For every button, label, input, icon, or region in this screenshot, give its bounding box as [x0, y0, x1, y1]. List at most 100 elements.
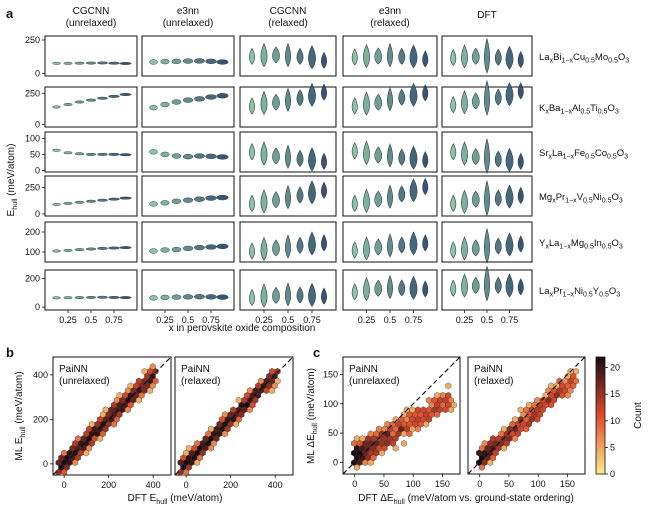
panel-c-1-hex-82 [573, 367, 579, 375]
violin-r1-c2-x5 [307, 82, 317, 107]
panel-c-1-hex-49 [539, 406, 546, 414]
panel-a-ylabel: Ehull (meV/atom) [6, 144, 19, 217]
panel-b-1-hex-44 [216, 430, 223, 438]
panel-a-xlabel: x in perovskite oxide composition [169, 323, 316, 334]
panel-b-0-xtick-label-2: 400 [146, 480, 161, 490]
violin-r1-c2-x0 [248, 97, 256, 115]
violin-r2-c2-x1 [260, 141, 268, 166]
row-0-ytick-label-1: 250 [25, 35, 40, 45]
violin-r4-c3-x5 [409, 231, 418, 256]
panel-c-0-hex-76 [359, 435, 366, 443]
violin-r4-c2-x3 [284, 234, 292, 259]
panel-b-0-hex-75 [138, 391, 145, 399]
violin-r3-c3-x3 [386, 184, 394, 209]
violin-r0-c4-x4 [494, 48, 502, 66]
panel-c-0-hex-77 [376, 425, 382, 433]
violin-r2-c3-x6 [422, 151, 429, 169]
column-title-3-1: (relaxed) [370, 18, 409, 29]
column-title-2-0: CGCNN [270, 6, 307, 17]
panel-b-1-parity-line [174, 356, 294, 476]
panel-c-1-hex-52 [501, 444, 507, 452]
violin-r1-c2-x3 [284, 87, 292, 112]
row-label-0-part-0: La [539, 52, 550, 63]
violin-r2-c0-x4 [97, 152, 108, 156]
panel-c-ylabel-unit: (meV/atom) [306, 368, 317, 423]
violin-r5-c3-x1 [362, 276, 371, 302]
panel-b-0-xtick-label-0: 0 [62, 480, 67, 490]
panel-b-1-hex-51 [269, 367, 275, 375]
row-label-2-part-1: x [549, 154, 553, 161]
panel-c-1-hex-53 [534, 415, 541, 423]
panel-c-1-hex-75 [562, 377, 568, 385]
panel-c-0-hex-68 [376, 444, 382, 452]
panel-c-1-title-0: PaiNN [474, 364, 503, 375]
row-5-ytick-label-1: 200 [25, 274, 40, 284]
row-label-4-part-9: 3 [619, 244, 623, 251]
violin-r2-c3-x1 [362, 140, 371, 165]
violin-r0-c4-x0 [450, 48, 457, 67]
violin-r2-c1-x6 [216, 154, 229, 160]
row-label-5-part-4: Ni [574, 286, 583, 297]
violin-r4-c2-x5 [307, 231, 317, 256]
row-label-4-part-8: O [612, 238, 619, 249]
panel-c-0-hex-61 [389, 430, 396, 438]
violin-r1-c4-x3 [483, 80, 491, 116]
violin-panel-r0-c1 [141, 35, 235, 77]
panel-b-1-hex-52 [177, 468, 184, 475]
violin-r4-c4-x6 [517, 235, 524, 253]
panel-c-1-xtick-label-2: 100 [531, 479, 546, 489]
violin-panel-r2-c2 [239, 131, 337, 173]
violin-r0-c1-x1 [160, 58, 170, 65]
panel-c-1-hex-68 [559, 391, 566, 399]
violin-r3-c0-x1 [63, 201, 73, 205]
violin-panel-r4-c1 [141, 221, 235, 263]
violin-r3-c4-x1 [460, 189, 469, 214]
violin-r1-c0-x1 [63, 103, 73, 106]
violin-r4-c0-x1 [63, 248, 73, 252]
row-label-5-part-9: 3 [616, 292, 620, 299]
row-label-4-part-6: In [594, 238, 602, 249]
violin-r1-c0-x3 [85, 98, 97, 102]
violin-r1-c1-x1 [160, 101, 170, 108]
violin-r3-c2-x0 [248, 194, 256, 212]
violin-r2-c4-x4 [494, 150, 502, 168]
violin-panel-r3-c1 [141, 175, 235, 217]
panel-c-0-hex-62 [367, 430, 374, 438]
panel-c-0-hex-31 [359, 444, 366, 452]
violin-r3-c2-x5 [307, 180, 317, 205]
row-3-ytick-label-1: 250 [25, 183, 40, 193]
panel-b-1-hex-76 [274, 377, 281, 385]
violin-panel-r4-c3 [342, 221, 438, 263]
column-title-1-0: e3nn [177, 6, 199, 17]
row-label-0-part-2: Bi [553, 52, 561, 63]
violin-r4-c1-x1 [160, 247, 170, 253]
panel-b-1-hex-61 [227, 411, 234, 419]
violin-panel-r1-c1 [141, 86, 235, 128]
panel-b-1-hex-60 [246, 387, 253, 395]
violin-r0-c0-x2 [74, 61, 85, 65]
panel-a-xtick-label-c3-2: 0.75 [405, 315, 423, 325]
violin-r4-c3-x1 [362, 236, 371, 261]
violin-r4-c4-x0 [450, 241, 457, 259]
panel-c-0-hex-14 [351, 449, 358, 457]
violin-r2-c4-x6 [517, 152, 524, 170]
violin-r3-c4-x3 [483, 180, 491, 217]
panel-b-xlabel-main: DFT E [128, 493, 157, 504]
violin-r5-c2-x6 [320, 287, 328, 305]
column-title-3-0: e3nn [379, 6, 401, 17]
panel-c-0-hex-82 [392, 444, 399, 452]
panel-c-1-hex-37 [487, 439, 494, 447]
violin-r5-c3-x3 [386, 274, 394, 300]
violin-r5-c1-x1 [160, 294, 170, 301]
violin-r0-c0-x3 [85, 61, 97, 65]
violin-r5-c4-x1 [460, 273, 469, 298]
row-label-3-part-2: Pr [556, 192, 566, 203]
violin-r4-c4-x4 [494, 237, 502, 255]
violin-r4-c0-x6 [119, 246, 132, 250]
panel-c-0-hex-81 [445, 391, 452, 399]
row-label-0-part-5: 0.5 [585, 58, 595, 65]
row-3-ytick-label-0: 0 [35, 209, 40, 219]
panel-a-xtick-label-c2-2: 0.75 [303, 315, 321, 325]
violin-r2-c2-x4 [296, 149, 304, 167]
violin-r5-c2-x4 [296, 286, 304, 304]
